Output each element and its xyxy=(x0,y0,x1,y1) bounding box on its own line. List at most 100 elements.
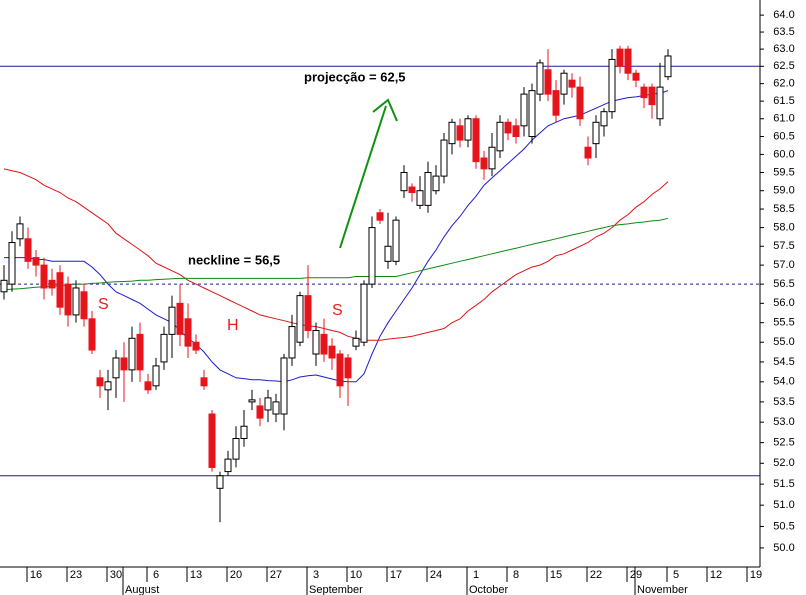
candle-body xyxy=(376,212,384,221)
annotation: neckline = 56,5 xyxy=(188,252,280,267)
candle-body xyxy=(400,171,408,192)
candle-body xyxy=(328,345,336,359)
candle-body xyxy=(472,118,480,163)
candle-body xyxy=(248,399,256,403)
candle-body xyxy=(320,333,328,355)
month-label: October xyxy=(469,584,508,595)
pattern-label: S xyxy=(332,302,343,319)
candle-body xyxy=(296,295,304,343)
x-tick-label: 6 xyxy=(153,569,159,581)
moving-averages xyxy=(3,90,669,383)
y-tick-label: 62.0 xyxy=(773,78,794,90)
x-tick-label: 1 xyxy=(473,569,479,581)
y-tick-label: 63.5 xyxy=(773,26,794,38)
y-tick-label: 55.0 xyxy=(773,336,794,348)
candle-body xyxy=(600,111,608,127)
candle-body xyxy=(112,357,120,379)
annotation: projecção = 62,5 xyxy=(304,69,406,84)
x-tick-label: 24 xyxy=(430,569,442,581)
candle-body xyxy=(48,279,56,289)
y-tick-label: 64.0 xyxy=(773,9,794,21)
candle-body xyxy=(576,86,584,120)
candle-body xyxy=(360,283,368,343)
x-tick-label: 30 xyxy=(110,569,122,581)
candle-body xyxy=(88,318,96,351)
candle-body xyxy=(424,171,432,206)
candle-body xyxy=(56,272,64,308)
candle-body xyxy=(368,227,376,285)
candle-body xyxy=(384,245,392,262)
candle-body xyxy=(312,329,320,355)
y-tick-label: 62.5 xyxy=(773,60,794,72)
candle-body xyxy=(336,353,344,387)
candle-body xyxy=(232,438,240,460)
candle-body xyxy=(352,337,360,347)
y-tick-label: 60.0 xyxy=(773,148,794,160)
y-tick-label: 53.0 xyxy=(773,416,794,428)
candle-body xyxy=(568,79,576,88)
y-tick-label: 61.5 xyxy=(773,95,794,107)
candle-body xyxy=(520,93,528,127)
candle-body xyxy=(216,475,224,489)
candle-body xyxy=(392,219,400,262)
y-tick-label: 57.5 xyxy=(773,240,794,252)
candle-body xyxy=(528,90,536,138)
candle-body xyxy=(632,72,640,81)
candle-body xyxy=(640,86,648,99)
x-tick-label: 12 xyxy=(710,569,722,581)
x-tick-label: 3 xyxy=(313,569,319,581)
candle-body xyxy=(288,326,296,359)
y-tick-label: 63.0 xyxy=(773,43,794,55)
y-tick-label: 59.5 xyxy=(773,166,794,178)
candle-body xyxy=(656,86,664,120)
candle-body xyxy=(224,458,232,473)
x-tick-label: 23 xyxy=(70,569,82,581)
y-tick-label: 50.0 xyxy=(773,542,794,554)
y-tick-label: 58.5 xyxy=(773,203,794,215)
y-tick-label: 58.0 xyxy=(773,221,794,233)
candle-body xyxy=(40,264,48,289)
candle-body xyxy=(464,118,472,141)
candle-body xyxy=(184,318,192,347)
x-tick-label: 16 xyxy=(30,569,42,581)
y-tick-label: 61.0 xyxy=(773,113,794,125)
candle-body xyxy=(192,341,200,351)
month-label: November xyxy=(637,584,688,595)
x-tick-label: 29 xyxy=(630,569,642,581)
candle-body xyxy=(32,257,40,266)
x-tick-label: 15 xyxy=(550,569,562,581)
candle-body xyxy=(176,302,184,335)
x-tick-label: 8 xyxy=(513,569,519,581)
moving-average xyxy=(3,217,669,291)
y-tick-label: 54.0 xyxy=(773,376,794,388)
candle-body xyxy=(168,306,176,335)
candle-body xyxy=(128,337,136,371)
candle-body xyxy=(504,121,512,134)
pattern-label: H xyxy=(227,317,239,334)
y-tick-label: 55.5 xyxy=(773,317,794,329)
x-tick-label: 13 xyxy=(190,569,202,581)
candle-body xyxy=(408,186,416,194)
candle-body xyxy=(432,175,440,192)
y-tick-label: 57.0 xyxy=(773,259,794,271)
candle-body xyxy=(616,48,624,67)
candle-body xyxy=(496,121,504,152)
candle-body xyxy=(280,357,288,415)
candle-body xyxy=(416,190,424,206)
candle-body xyxy=(624,48,632,74)
candle-body xyxy=(8,242,16,285)
y-tick-label: 50.5 xyxy=(773,520,794,532)
candle-body xyxy=(664,55,672,78)
moving-average xyxy=(4,90,669,383)
candle-body xyxy=(536,62,544,95)
y-tick-label: 53.5 xyxy=(773,396,794,408)
candle-body xyxy=(240,425,248,440)
candle-body xyxy=(608,58,616,113)
candle-body xyxy=(304,295,312,331)
y-tick-label: 54.5 xyxy=(773,356,794,368)
moving-average xyxy=(3,168,669,341)
candle-body xyxy=(552,90,560,116)
candle-body xyxy=(448,121,456,145)
candle-body xyxy=(272,401,280,415)
